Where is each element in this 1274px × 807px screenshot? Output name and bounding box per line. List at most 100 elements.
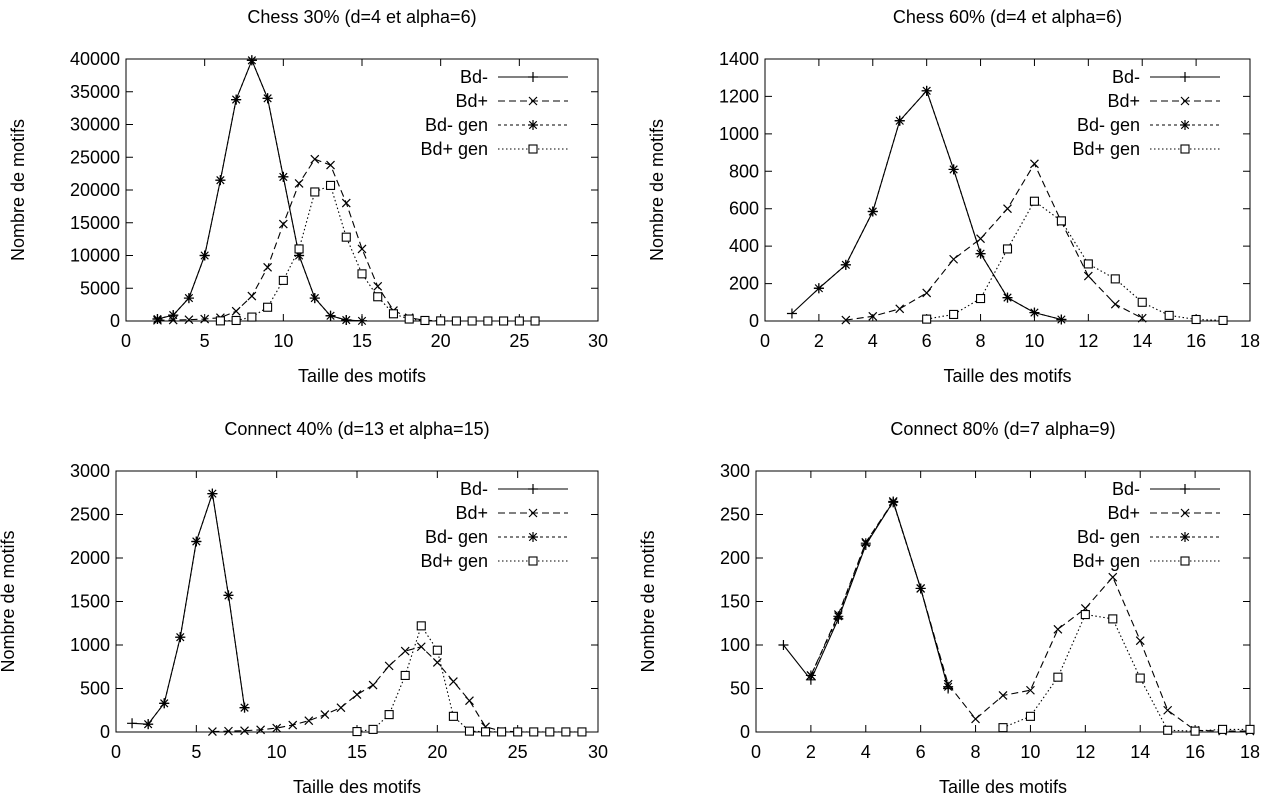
- data-point: [1191, 314, 1201, 325]
- data-point: [840, 259, 851, 270]
- data-point: [867, 206, 878, 217]
- data-point: [294, 244, 304, 254]
- data-point: [1110, 274, 1120, 284]
- data-point: [998, 691, 1008, 700]
- data-point: [400, 646, 410, 656]
- data-point: [152, 314, 163, 325]
- legend: Bd- Bd+ Bd- gen Bd+ gen: [420, 67, 568, 159]
- data-point: [199, 250, 210, 261]
- series: [813, 85, 1067, 325]
- series: [207, 642, 523, 737]
- series-line: [818, 89, 1062, 321]
- x-tick-label: 2: [806, 742, 816, 762]
- x-tick-label: 10: [1020, 742, 1040, 762]
- y-tick-label: 1000: [719, 124, 759, 144]
- x-tick-label: 6: [916, 742, 926, 762]
- plot-frame: [115, 470, 599, 733]
- legend-marker: [1180, 532, 1190, 542]
- series-line: [220, 184, 536, 322]
- data-point: [294, 179, 304, 188]
- y-tick-label: 30000: [70, 115, 120, 135]
- legend-label: Bd+: [1107, 503, 1140, 523]
- legend-label: Bd+: [1107, 91, 1140, 111]
- data-point: [239, 702, 250, 713]
- data-point: [207, 727, 217, 736]
- data-point: [561, 727, 571, 737]
- y-tick-label: 250: [720, 505, 750, 525]
- legend-marker: [1180, 72, 1190, 82]
- y-tick-label: 400: [729, 236, 759, 256]
- data-point: [1083, 259, 1093, 269]
- series-line: [845, 162, 1143, 321]
- y-tick-label: 5000: [80, 278, 120, 298]
- data-point: [480, 727, 491, 737]
- data-point: [860, 538, 871, 549]
- data-point: [497, 727, 507, 737]
- data-point: [451, 316, 461, 326]
- legend-marker: [528, 532, 538, 542]
- data-point: [175, 632, 186, 643]
- data-point: [1056, 314, 1067, 325]
- data-point: [1003, 204, 1012, 214]
- data-point: [998, 723, 1008, 733]
- legend-label: Bd+ gen: [420, 551, 488, 571]
- data-point: [448, 677, 458, 686]
- data-point: [168, 310, 179, 321]
- x-axis-label: Taille des motifs: [943, 366, 1071, 386]
- x-tick-label: 8: [971, 742, 981, 762]
- data-point: [778, 640, 789, 650]
- series-line: [132, 493, 246, 725]
- legend-label: Bd+: [455, 503, 488, 523]
- data-point: [420, 315, 430, 326]
- y-tick-label: 35000: [70, 82, 120, 102]
- data-point: [530, 316, 540, 326]
- data-point: [231, 315, 241, 326]
- x-tick-label: 0: [760, 331, 770, 351]
- x-tick-label: 14: [1132, 331, 1152, 351]
- data-point: [304, 716, 314, 726]
- x-tick-label: 0: [121, 331, 131, 351]
- x-tick-label: 6: [922, 331, 932, 351]
- series: [778, 496, 954, 694]
- y-tick-label: 500: [80, 679, 110, 699]
- data-point: [1163, 725, 1173, 735]
- data-point: [976, 293, 986, 304]
- data-point: [1029, 196, 1039, 206]
- x-tick-label: 20: [431, 331, 451, 351]
- data-point: [247, 291, 257, 301]
- data-point: [833, 611, 844, 622]
- y-tick-label: 2500: [70, 505, 110, 525]
- data-point: [326, 160, 335, 170]
- chart-title: Chess 60% (d=4 et alpha=6): [893, 7, 1122, 27]
- data-point: [262, 93, 273, 104]
- data-point: [278, 171, 289, 182]
- legend-marker: [528, 72, 538, 82]
- series-line: [791, 89, 1062, 321]
- data-point: [263, 302, 273, 312]
- y-tick-label: 0: [740, 722, 750, 742]
- data-point: [868, 311, 878, 321]
- data-point: [432, 657, 442, 667]
- series: [352, 621, 587, 737]
- series: [922, 196, 1228, 325]
- data-point: [1002, 244, 1013, 254]
- x-tick-label: 16: [1185, 742, 1205, 762]
- data-point: [1190, 726, 1200, 736]
- x-tick-label: 16: [1186, 331, 1206, 351]
- series-line: [356, 624, 582, 733]
- legend-marker: [528, 96, 538, 106]
- data-point: [464, 726, 475, 736]
- chart-title: Connect 40% (d=13 et alpha=15): [224, 419, 489, 439]
- x-tick-label: 25: [508, 742, 528, 762]
- data-point: [357, 315, 367, 326]
- x-tick-label: 0: [111, 742, 121, 762]
- x-tick-label: 30: [588, 331, 608, 351]
- legend-label: Bd- gen: [1077, 527, 1140, 547]
- y-tick-label: 0: [110, 311, 120, 331]
- data-point: [976, 234, 985, 244]
- legend-marker: [528, 120, 538, 130]
- chart-title: Chess 30% (d=4 et alpha=6): [247, 7, 476, 27]
- series-line: [810, 501, 949, 687]
- data-point: [127, 718, 138, 729]
